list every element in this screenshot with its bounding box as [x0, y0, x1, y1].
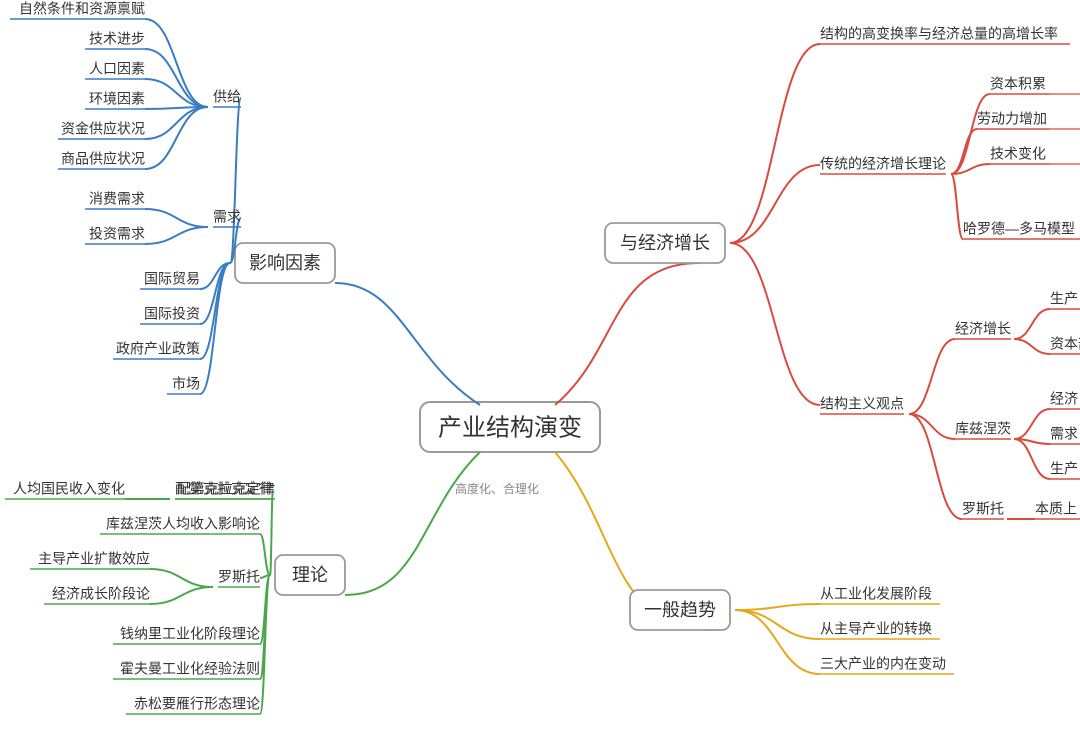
leaf-label: 国际投资 — [144, 306, 200, 322]
leaf-label: 库兹涅茨人均收入影响论 — [106, 516, 260, 532]
leaf-label: 钱纳里工业化阶段理论 — [120, 626, 260, 642]
leaf-label: 结构主义观点 — [820, 396, 904, 412]
leaf-label: 结构的高变换率与经济总量的高增长率 — [820, 26, 1058, 42]
root-sublabel: 高度化、合理化 — [455, 481, 539, 496]
leaf-label: 从主导产业的转换 — [820, 621, 932, 637]
branch-connector — [335, 283, 480, 405]
leaf-label: 霍夫曼工业化经验法则 — [120, 661, 260, 677]
leaf-label: 三大产业的内在变动 — [820, 656, 946, 672]
leaf-label: 供给 — [213, 89, 241, 105]
leaf-label: 资金供应状况 — [61, 121, 145, 137]
root-label: 产业结构演变 — [438, 414, 582, 441]
leaf-label: 罗斯托 — [962, 501, 1004, 517]
leaf-label: 罗斯托 — [218, 569, 260, 585]
leaf-label: 消费需求 — [89, 191, 145, 207]
leaf-label: 本质上 — [1035, 501, 1077, 517]
branch-label: 与经济增长 — [620, 233, 710, 253]
leaf-label: 经济 — [1050, 391, 1078, 407]
leaf-label: 人均国民收入变化 — [13, 481, 125, 497]
leaf-label: 商品供应状况 — [61, 151, 145, 167]
leaf-label: 环境因素 — [89, 91, 145, 107]
leaf-label: 经济成长阶段论 — [52, 586, 150, 602]
leaf-label: 人口因素 — [89, 61, 145, 77]
leaf-label: 需求 — [213, 209, 241, 225]
leaf-label: 生产 — [1050, 461, 1078, 477]
leaf-label: 赤松要雁行形态理论 — [134, 696, 260, 712]
mindmap-canvas: 产业结构演变高度化、合理化 影响因素 供给 自然条件和资源禀赋技术进步人口因素环境因素… — [0, 0, 1080, 738]
leaf-label: 资本部门 — [1050, 336, 1080, 352]
leaf-label: 劳动力增加 — [977, 111, 1047, 127]
leaf-label: 经济增长 — [955, 321, 1011, 337]
leaf-label: 生产 — [1050, 291, 1078, 307]
branch-connector — [555, 263, 700, 405]
leaf-label: 主导产业扩散效应 — [38, 551, 150, 567]
leaf-label: 需求 — [1050, 426, 1078, 442]
leaf-label: 资本积累 — [990, 76, 1046, 92]
leaf-label: 从工业化发展阶段 — [820, 586, 932, 602]
leaf-label: 配第克拉克定律 — [177, 481, 275, 497]
branch-connector — [345, 452, 480, 595]
leaf-label: 技术变化 — [990, 146, 1046, 162]
branch-label: 一般趋势 — [644, 600, 716, 620]
leaf-label: 库兹涅茨 — [955, 421, 1011, 437]
branch-label: 影响因素 — [249, 253, 321, 273]
leaf-label: 技术进步 — [89, 31, 145, 47]
leaf-label: 投资需求 — [89, 226, 145, 242]
leaf-label: 自然条件和资源禀赋 — [19, 1, 145, 17]
leaf-label: 市场 — [172, 376, 200, 392]
leaf-label: 哈罗德—多马模型 — [963, 221, 1075, 237]
branch-label: 理论 — [292, 565, 328, 585]
leaf-label: 政府产业政策 — [116, 341, 200, 357]
leaf-label: 国际贸易 — [144, 271, 200, 287]
leaf-label: 传统的经济增长理论 — [820, 156, 946, 172]
